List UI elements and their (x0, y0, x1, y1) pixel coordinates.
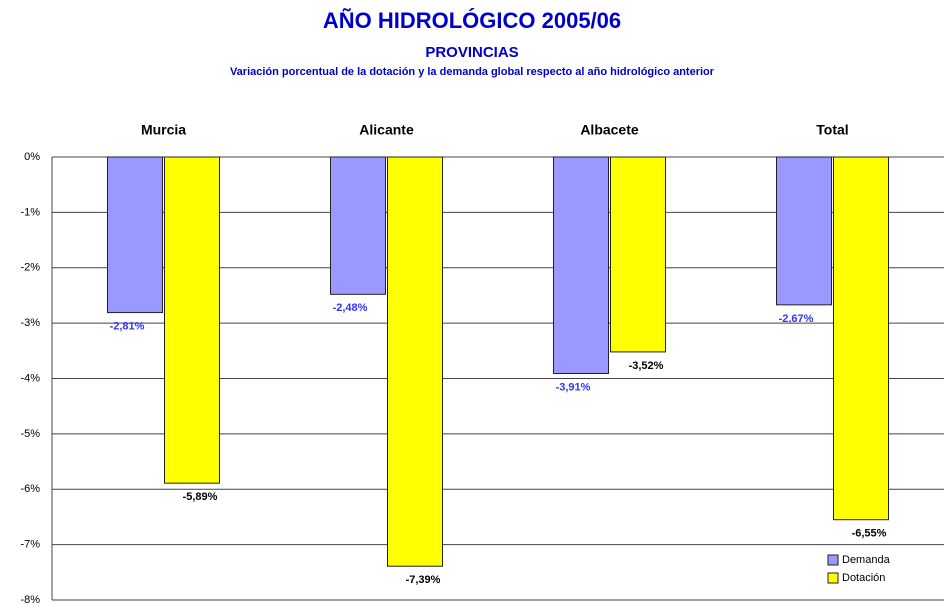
y-tick-label: 0% (24, 151, 40, 163)
legend-label: Dotación (842, 572, 885, 584)
chart-title: AÑO HIDROLÓGICO 2005/06 (323, 8, 621, 33)
data-label: -3,91% (556, 381, 591, 393)
bar (610, 156, 666, 353)
bar (387, 156, 443, 567)
data-label: -2,81% (110, 321, 145, 333)
y-tick-label: -1% (20, 206, 40, 218)
data-label: -5,89% (183, 491, 218, 503)
chart-subtitle: PROVINCIAS (425, 44, 518, 61)
y-tick-label: -3% (20, 317, 40, 329)
y-tick-label: -2% (20, 262, 40, 274)
y-tick-label: -6% (20, 483, 40, 495)
data-label: -3,52% (629, 360, 664, 372)
bar (107, 156, 163, 314)
category-label: Total (816, 122, 848, 138)
legend-swatch (827, 554, 839, 566)
y-tick-label: -5% (20, 428, 40, 440)
data-label: -2,67% (779, 313, 814, 325)
bar (553, 156, 609, 375)
y-tick-label: -8% (20, 594, 40, 605)
bar (330, 156, 386, 295)
data-label: -2,48% (333, 302, 368, 314)
bar (164, 156, 220, 484)
y-tick-label: -7% (20, 539, 40, 551)
bar (776, 156, 832, 306)
category-label: Alicante (359, 122, 414, 138)
legend-swatch (827, 572, 839, 584)
y-tick-label: -4% (20, 372, 40, 384)
data-label: -7,39% (406, 574, 441, 586)
chart-caption: Variación porcentual de la dotación y la… (230, 66, 715, 78)
data-label: -6,55% (852, 528, 887, 540)
category-label: Murcia (141, 122, 186, 138)
bar (833, 156, 889, 521)
category-label: Albacete (580, 122, 639, 138)
legend-label: Demanda (842, 554, 891, 566)
